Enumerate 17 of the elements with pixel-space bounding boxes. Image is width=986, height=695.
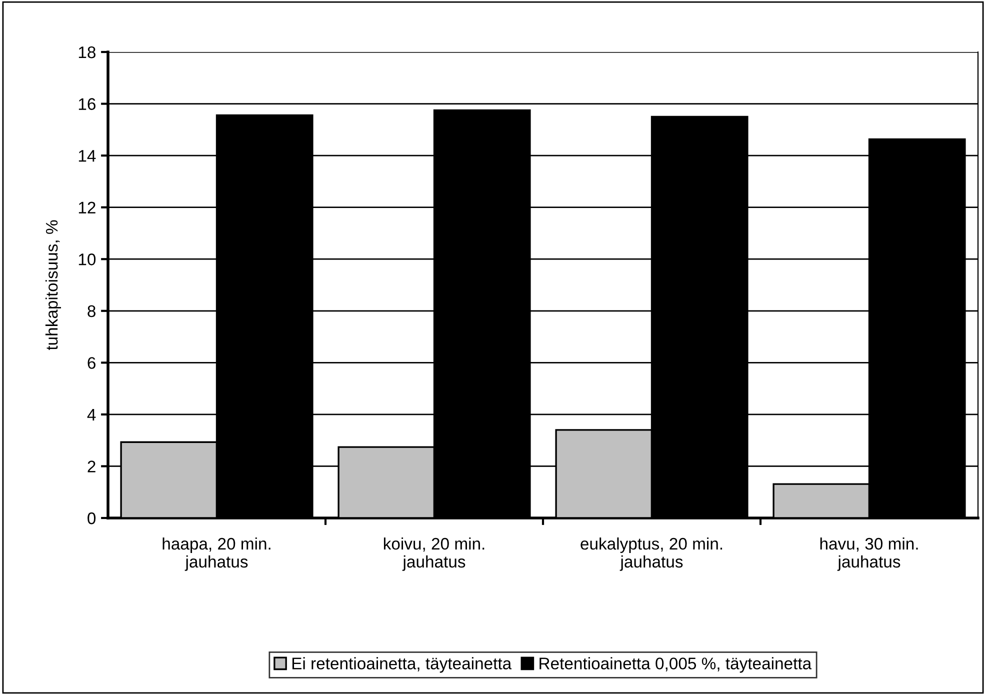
y-axis-title: tuhkapitoisuus, % xyxy=(45,220,61,350)
y-tick-label: 16 xyxy=(78,98,96,110)
x-tick-label: koivu, 20 min. jauhatus xyxy=(384,537,484,571)
y-tick-label: 14 xyxy=(78,150,96,162)
y-tick-label: 10 xyxy=(78,254,96,266)
y-tick-label: 12 xyxy=(78,202,96,214)
legend-label: Ei retentioainetta, täyteainetta xyxy=(292,657,512,673)
x-tick-label: haapa, 20 min. jauhatus xyxy=(162,537,270,571)
legend-label: Retentioainetta 0,005 %, täyteainetta xyxy=(540,657,812,673)
y-tick-label: 18 xyxy=(78,46,96,58)
x-tick-label: eukalyptus, 20 min. jauhatus xyxy=(580,537,722,571)
y-tick-label: 6 xyxy=(88,357,96,369)
y-tick-label: 8 xyxy=(88,305,96,318)
x-tick-label: havu, 30 min. jauhatus xyxy=(820,537,918,571)
y-tick-label: 2 xyxy=(88,460,96,472)
y-tick-label: 4 xyxy=(87,409,96,420)
y-tick-label: 0 xyxy=(88,512,96,524)
